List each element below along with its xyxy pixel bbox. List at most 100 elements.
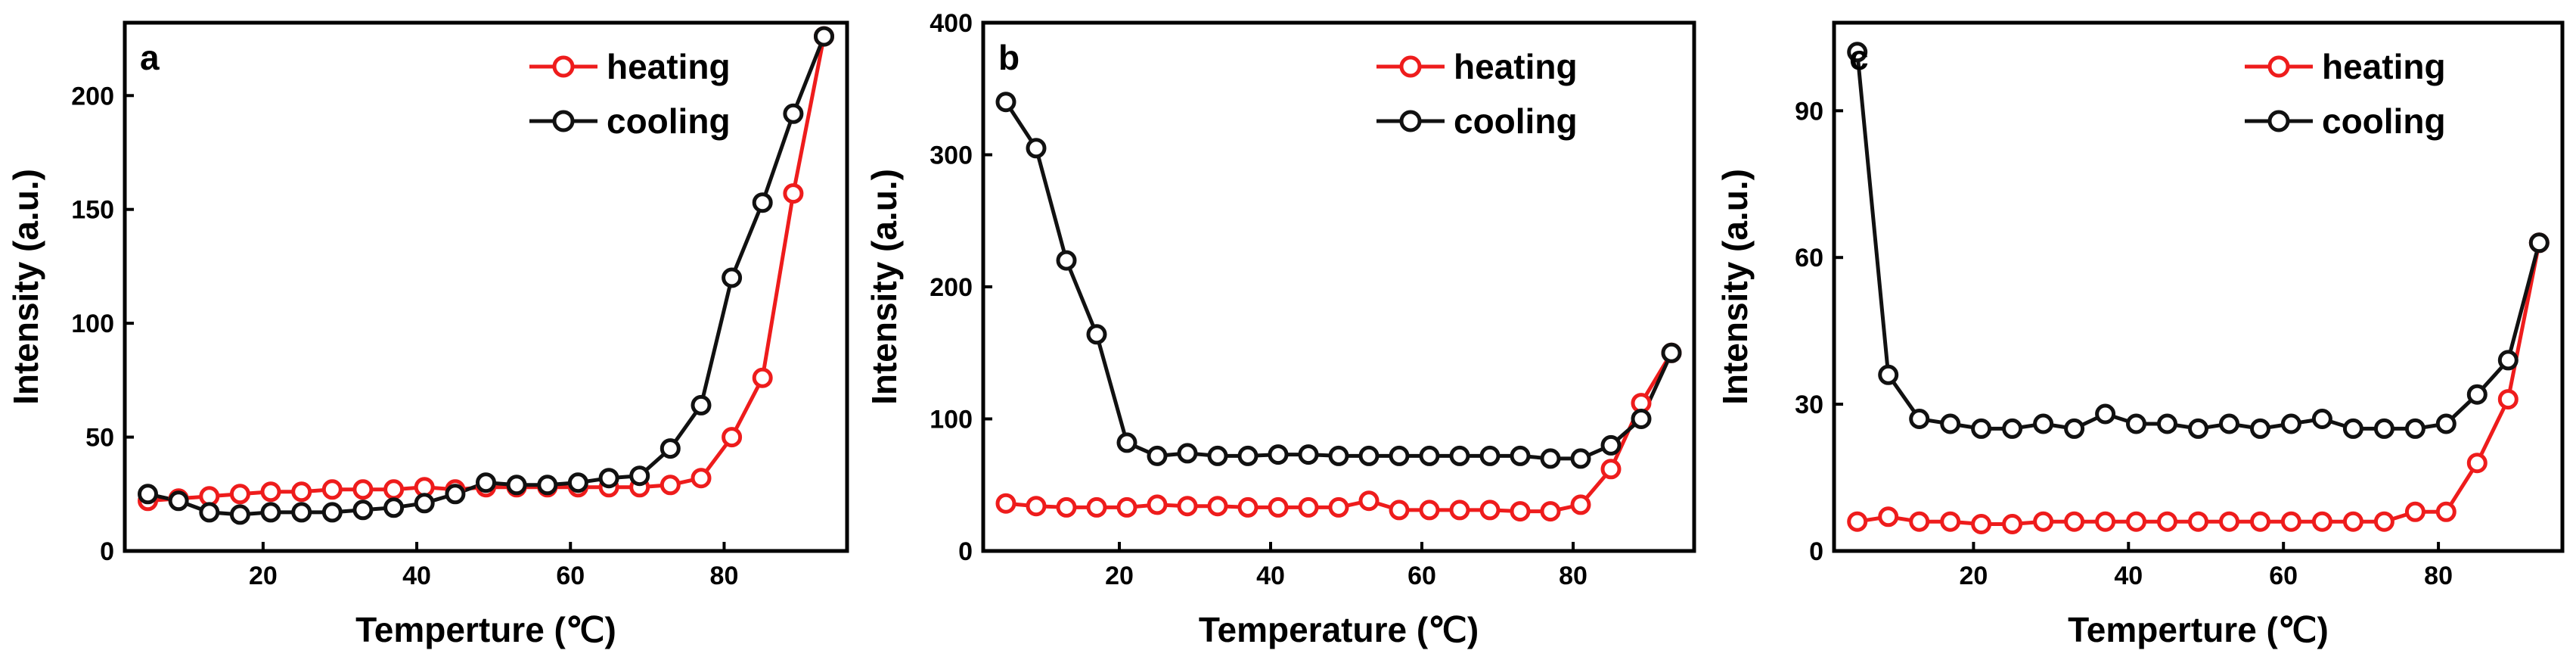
data-point-heating — [1207, 496, 1228, 517]
data-point-cooling — [1389, 445, 1410, 466]
legend-label-heating: heating — [1454, 47, 1578, 86]
data-point-cooling — [1237, 445, 1259, 466]
y-axis-label: Intensity (a.u.) — [6, 169, 45, 405]
x-tick-label: 40 — [402, 562, 431, 590]
y-tick-label: 400 — [930, 9, 973, 38]
data-point-heating — [660, 475, 681, 496]
panel-letter: a — [140, 38, 160, 77]
data-point-cooling — [752, 192, 773, 213]
data-point-heating — [352, 479, 374, 500]
data-point-heating — [1878, 506, 1899, 528]
legend-label-cooling: cooling — [2322, 101, 2446, 141]
data-point-cooling — [1056, 250, 1077, 271]
data-point-cooling — [1631, 409, 1652, 429]
data-point-heating — [2404, 501, 2425, 522]
data-point-cooling — [722, 267, 743, 288]
data-point-cooling — [1940, 413, 1961, 434]
data-point-cooling — [352, 500, 374, 521]
plot-frame — [1832, 20, 2565, 553]
data-point-cooling — [1540, 448, 1561, 469]
x-tick-label: 20 — [249, 562, 278, 590]
data-point-cooling — [1971, 418, 1992, 439]
data-point-cooling — [691, 394, 712, 415]
x-tick-label: 40 — [1256, 562, 1285, 590]
x-axis-label: Temperture (℃) — [2068, 610, 2329, 649]
data-point-heating — [2497, 389, 2519, 410]
y-tick-label: 0 — [958, 537, 973, 566]
data-point-cooling — [995, 92, 1016, 113]
data-point-cooling — [1909, 409, 1930, 429]
x-tick-label: 60 — [556, 562, 585, 590]
legend-label-cooling: cooling — [607, 101, 731, 141]
legend-marker-cooling — [2267, 110, 2290, 132]
data-point-heating — [1570, 494, 1591, 515]
legend-label-heating: heating — [607, 47, 731, 86]
data-point-cooling — [291, 502, 312, 523]
data-point-cooling — [2528, 232, 2550, 254]
data-point-heating — [2157, 511, 2177, 532]
y-tick-label: 0 — [1809, 537, 1823, 566]
data-point-cooling — [2157, 413, 2177, 434]
data-point-heating — [1540, 501, 1561, 522]
data-point-heating — [1237, 496, 1259, 518]
panel-letter: b — [998, 38, 1020, 77]
data-point-cooling — [506, 475, 527, 496]
data-point-heating — [1147, 494, 1168, 515]
data-point-cooling — [1878, 364, 1899, 385]
data-point-heating — [383, 479, 405, 500]
data-point-cooling — [2311, 409, 2332, 429]
x-axis-label: Temperture (℃) — [355, 610, 616, 649]
data-point-cooling — [2497, 350, 2519, 371]
y-tick-label: 150 — [71, 196, 114, 225]
y-tick-label: 60 — [1795, 244, 1823, 272]
legend-label-heating: heating — [2322, 47, 2446, 86]
data-point-cooling — [1570, 448, 1591, 469]
data-point-heating — [1510, 501, 1531, 522]
data-point-heating — [1116, 496, 1137, 518]
data-point-heating — [1298, 496, 1319, 518]
x-tick-label: 40 — [2114, 562, 2143, 590]
data-point-cooling — [476, 472, 496, 493]
y-tick-label: 50 — [85, 424, 114, 453]
data-point-cooling — [1116, 432, 1137, 453]
chart-panel-a: 20 40 60 80 0 50 100 150 200 Temperture (℃) Intens… — [6, 20, 849, 649]
data-point-heating — [1358, 490, 1380, 512]
x-tick-label: 80 — [710, 562, 739, 590]
y-tick-label: 100 — [71, 310, 114, 338]
data-point-cooling — [537, 475, 558, 496]
data-point-cooling — [383, 497, 405, 518]
data-point-cooling — [2280, 413, 2301, 434]
series-line-heating — [1005, 352, 1674, 514]
data-point-heating — [2466, 453, 2488, 474]
data-point-heating — [752, 367, 773, 388]
data-point-cooling — [2435, 413, 2457, 434]
data-point-heating — [691, 468, 712, 489]
legend-marker-heating — [2267, 55, 2290, 78]
plot-frame — [123, 20, 849, 553]
data-point-heating — [2064, 511, 2085, 532]
data-point-cooling — [1479, 445, 1501, 466]
chart-panel-c: 20 40 60 80 0 30 60 90 Temperture (℃) Intensity (… — [1715, 20, 2565, 649]
data-point-heating — [1026, 496, 1047, 517]
y-tick-label: 0 — [100, 537, 114, 566]
data-point-cooling — [1600, 434, 1622, 456]
data-point-heating — [2095, 511, 2116, 532]
data-point-cooling — [2250, 418, 2270, 439]
x-tick-label: 20 — [1105, 562, 1134, 590]
data-point-cooling — [229, 504, 250, 525]
data-point-cooling — [414, 493, 435, 514]
x-tick-label: 20 — [1959, 562, 1988, 590]
data-point-cooling — [814, 26, 834, 47]
data-point-heating — [1479, 500, 1501, 521]
data-point-heating — [2342, 511, 2363, 532]
data-point-cooling — [660, 438, 681, 459]
data-point-cooling — [1268, 444, 1289, 465]
chart-panel-b: 20 40 60 80 0 100 200 300 400 Temperature (℃) Inte… — [864, 9, 1696, 649]
data-point-heating — [2435, 501, 2457, 522]
data-point-heating — [1847, 511, 1868, 532]
data-point-cooling — [629, 465, 650, 487]
data-point-heating — [2126, 511, 2146, 532]
y-axis-label: Intensity (a.u.) — [864, 169, 904, 405]
data-point-cooling — [321, 502, 343, 523]
